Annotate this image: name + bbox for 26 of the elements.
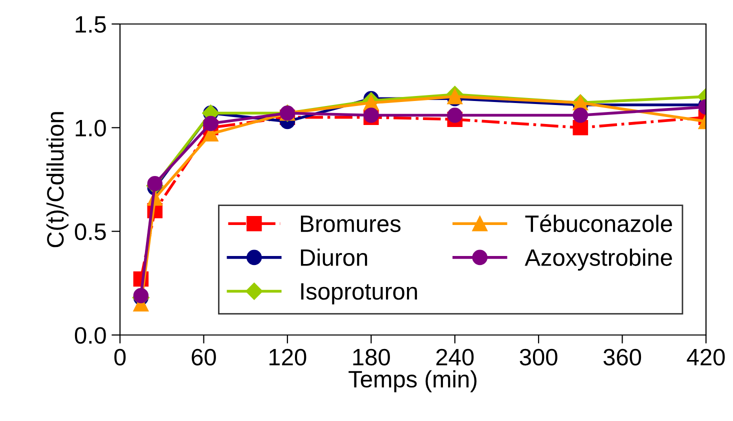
point	[203, 116, 218, 132]
legend-label: Azoxystrobine	[524, 248, 672, 271]
legend-label: Isoproturon	[301, 283, 417, 304]
legend-label: Tébuconazole	[525, 214, 672, 232]
x-tick-label: 360	[603, 348, 642, 366]
y-tick-label: 0.0	[74, 327, 106, 344]
point	[572, 108, 588, 123]
x-tick-label: 0	[114, 348, 126, 366]
y-tick-label: 1.5	[76, 16, 106, 33]
x-tick-label: 300	[520, 348, 558, 366]
legend-label: Bromures	[300, 216, 401, 232]
y-tick-label: 1.0	[76, 120, 106, 136]
y-tick-label: 0.5	[74, 223, 106, 240]
x-tick-label: 240	[436, 348, 474, 366]
y-axis-title: C(t)/Cdilution	[46, 112, 68, 248]
x-tick-label: 60	[192, 348, 216, 366]
x-axis-title: Temps (min)	[348, 370, 476, 392]
x-tick-label: 420	[686, 348, 725, 366]
point	[133, 288, 149, 304]
point	[447, 108, 462, 123]
legend-label: Diuron	[300, 248, 368, 266]
x-tick-label: 180	[353, 348, 390, 366]
x-tick-label: 120	[270, 348, 306, 366]
point	[447, 88, 462, 104]
point	[147, 176, 163, 192]
point	[572, 120, 588, 136]
